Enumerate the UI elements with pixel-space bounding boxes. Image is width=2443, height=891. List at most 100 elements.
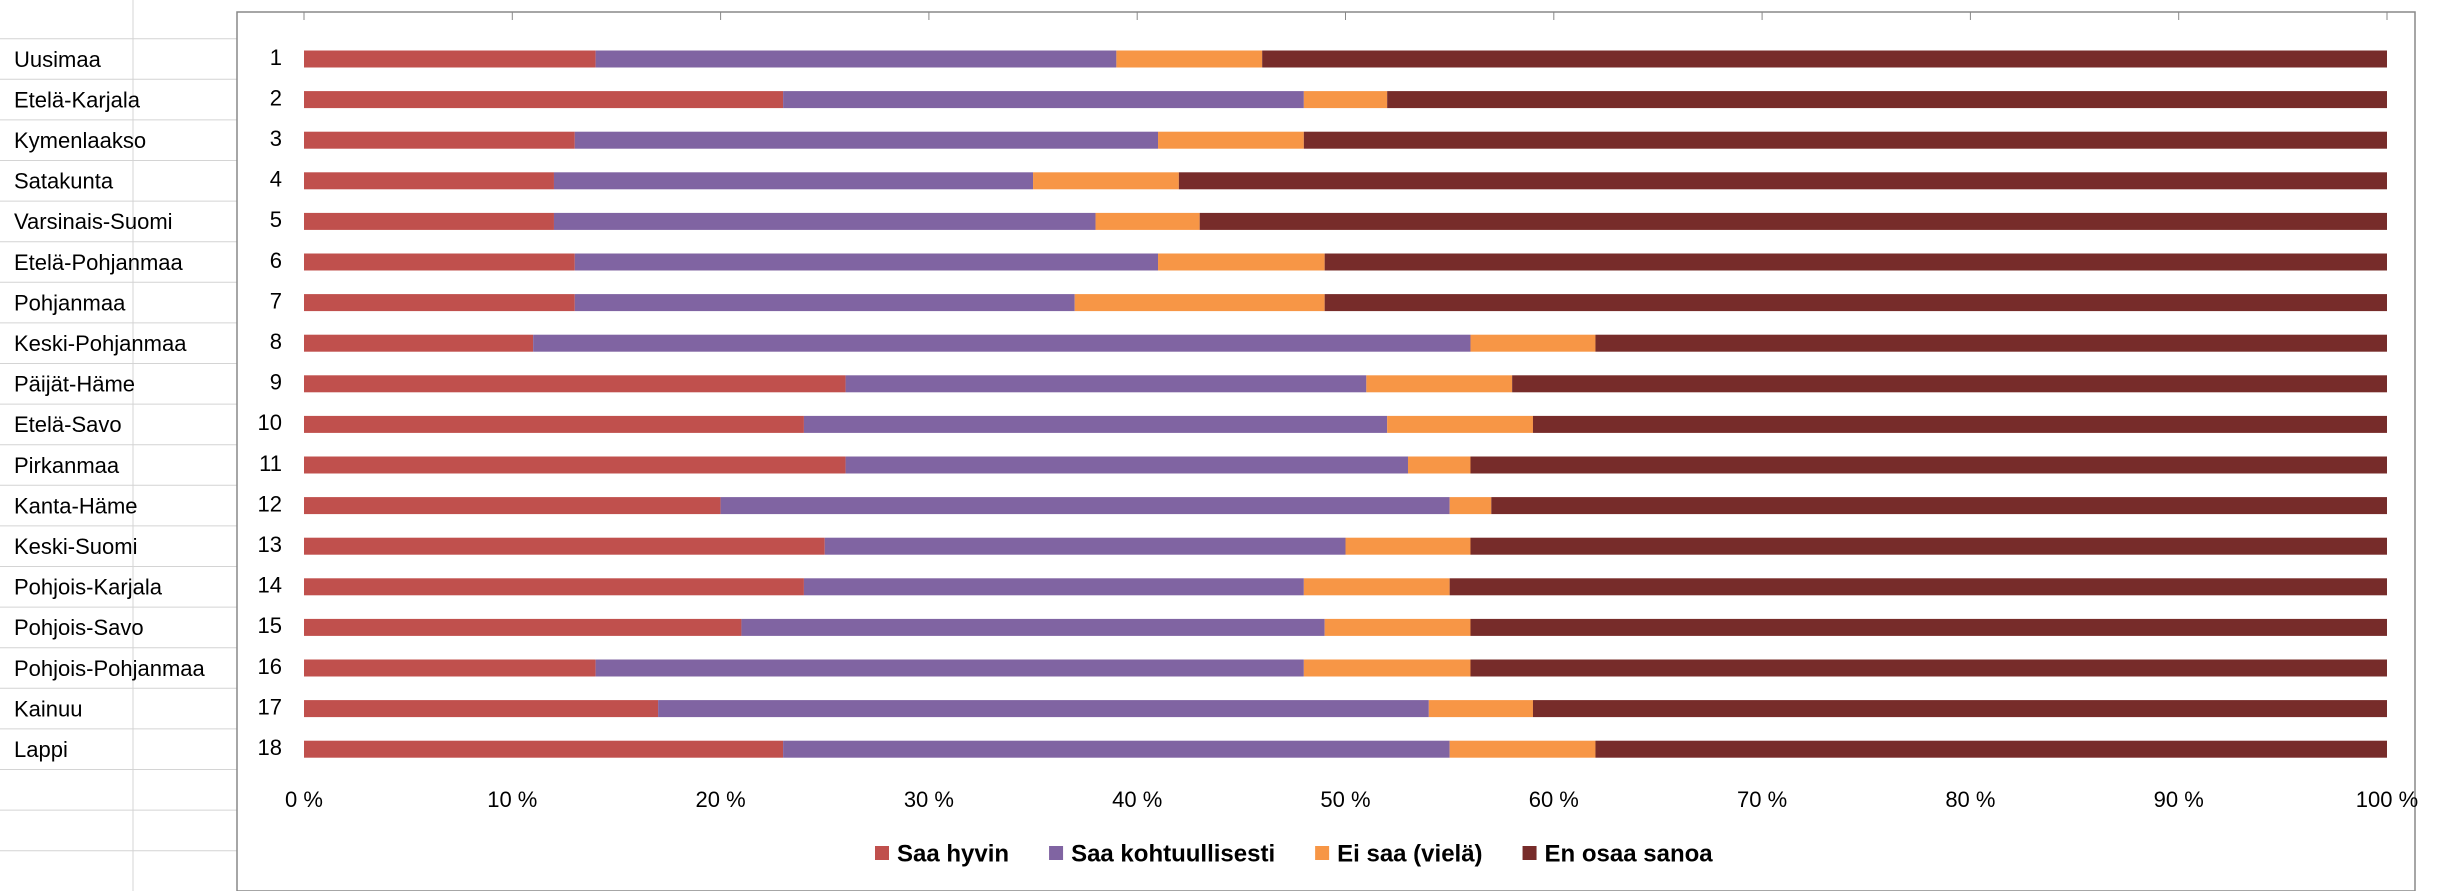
y-tick-label: 2 — [270, 85, 282, 110]
plot: 0 % 10 % 20 % 30 % 40 % 50 % 60 % 70 % 80 % 90 % 1… — [258, 12, 2418, 812]
bar-segment — [1595, 334, 2387, 352]
bar-segment — [553, 212, 1096, 230]
y-tick-label: 6 — [270, 248, 282, 273]
bar-segment — [1303, 659, 1471, 677]
x-tick-label: 10 % — [487, 787, 537, 812]
bar-segment — [1532, 700, 2387, 718]
row-header: Uusimaa — [14, 47, 102, 72]
row-header: Kymenlaakso — [14, 128, 146, 153]
x-tick-label: 90 % — [2154, 787, 2204, 812]
bar-segment — [574, 131, 1159, 149]
bar-segment — [1033, 172, 1179, 190]
bar-segment — [304, 131, 575, 149]
row-header: Etelä-Karjala — [14, 87, 141, 112]
bar-segment — [1512, 375, 2387, 393]
row-header: Pohjanmaa — [14, 290, 126, 315]
bar-segment — [783, 91, 1304, 109]
bar-segment — [1595, 740, 2387, 758]
x-tick-label: 80 % — [1945, 787, 1995, 812]
legend-label: Saa kohtuullisesti — [1071, 840, 1275, 867]
bar-segment — [803, 415, 1388, 433]
legend: Saa hyvin Saa kohtuullisesti Ei saa (vielä… — [875, 840, 1713, 867]
bar-segment — [304, 415, 804, 433]
row-header: Pohjois-Savo — [14, 615, 144, 640]
legend-swatch — [875, 846, 889, 860]
bar-segment — [1470, 334, 1596, 352]
bar-segment — [1470, 659, 2387, 677]
x-tick-label: 50 % — [1320, 787, 1370, 812]
x-tick-label: 100 % — [2356, 787, 2418, 812]
y-tick-label: 14 — [258, 573, 282, 598]
legend-label: Ei saa (vielä) — [1337, 840, 1482, 867]
bar-segment — [1407, 456, 1471, 474]
y-tick-label: 16 — [258, 654, 282, 679]
bar-segment — [304, 537, 825, 555]
y-tick-label: 13 — [258, 532, 282, 557]
row-header: Pohjois-Pohjanmaa — [14, 656, 206, 681]
row-header: Etelä-Savo — [14, 412, 122, 437]
bar-segment — [1303, 91, 1388, 109]
bar-segment — [1262, 50, 2387, 68]
bar-segment — [304, 172, 554, 190]
bar-segment — [1324, 253, 2387, 271]
row-header: Satakunta — [14, 169, 114, 194]
bar-segment — [1470, 537, 2387, 555]
bar-segment — [1303, 131, 2387, 149]
bar-segment — [595, 659, 1304, 677]
y-tick-label: 18 — [258, 735, 282, 760]
legend-swatch — [1315, 846, 1330, 860]
y-tick-label: 15 — [258, 613, 282, 638]
bar-segment — [304, 578, 804, 596]
bar-segment — [304, 618, 742, 636]
bar-segment — [304, 700, 659, 718]
y-tick-label: 7 — [270, 288, 282, 313]
legend-swatch — [1049, 846, 1064, 860]
bar-segment — [1366, 375, 1513, 393]
bar-segment — [741, 618, 1325, 636]
row-header: Varsinais-Suomi — [14, 209, 173, 234]
bar-segment — [1449, 740, 1596, 758]
bar-segment — [304, 253, 575, 271]
bar-segment — [304, 740, 784, 758]
bar-segment — [1491, 497, 2387, 515]
y-tick-label: 5 — [270, 207, 282, 232]
bar-segment — [1428, 700, 1533, 718]
bar-segment — [1178, 172, 2387, 190]
y-tick-label: 3 — [270, 126, 282, 151]
bar-segment — [1387, 91, 2387, 109]
row-header: Pirkanmaa — [14, 453, 120, 478]
bar-segment — [803, 578, 1304, 596]
bar-segment — [1303, 578, 1450, 596]
legend-swatch — [1522, 846, 1537, 860]
bar-segment — [1116, 50, 1263, 68]
bar-segment — [304, 91, 784, 109]
row-header: Kainuu — [14, 696, 83, 721]
bar-segment — [1158, 253, 1325, 271]
row-header: Keski-Suomi — [14, 534, 137, 559]
x-tick-label: 70 % — [1737, 787, 1787, 812]
bar-segment — [1324, 294, 2387, 312]
y-tick-label: 11 — [259, 451, 282, 476]
bar-segment — [304, 334, 534, 352]
row-header: Etelä-Pohjanmaa — [14, 250, 184, 275]
bar-segment — [304, 497, 721, 515]
row-header: Pohjois-Karjala — [14, 575, 163, 600]
bar-segment — [1324, 618, 1471, 636]
bar-segment — [1449, 578, 2387, 596]
bar-segment — [1074, 294, 1325, 312]
bar-segment — [1387, 415, 1533, 433]
bar-segment — [553, 172, 1034, 190]
row-header: Kanta-Häme — [14, 493, 138, 518]
row-header: Keski-Pohjanmaa — [14, 331, 187, 356]
y-tick-label: 17 — [258, 694, 282, 719]
bar-segment — [574, 294, 1075, 312]
bar-segment — [658, 700, 1429, 718]
y-tick-label: 12 — [258, 491, 282, 516]
x-tick-label: 40 % — [1112, 787, 1162, 812]
legend-label: En osaa sanoa — [1545, 840, 1714, 867]
bar-segment — [574, 253, 1159, 271]
bar-segment — [845, 456, 1408, 474]
bar-segment — [720, 497, 1450, 515]
bar-segment — [304, 659, 596, 677]
bar-segment — [304, 50, 596, 68]
